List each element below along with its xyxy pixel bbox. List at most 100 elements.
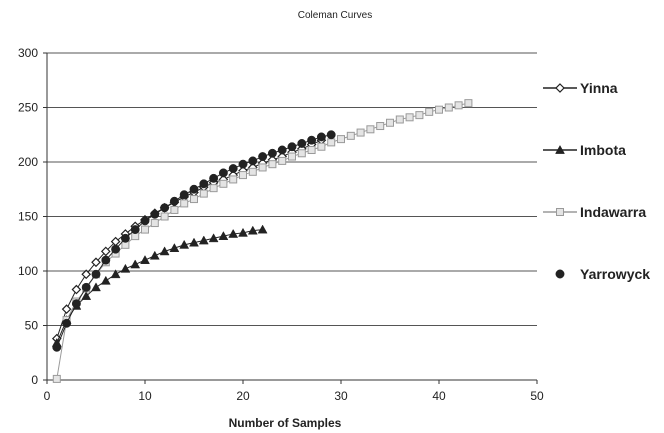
legend-item-yarrowyck: Yarrowyck [555,266,650,282]
data-point [228,228,239,238]
legend-marker [555,144,565,154]
data-point [189,184,199,194]
y-tick-label: 200 [18,155,38,169]
legend-item-imbota: Imbota [543,142,626,158]
chart-title: Coleman Curves [298,10,372,21]
data-point [258,152,268,162]
data-point [257,224,268,234]
x-tick-label: 40 [432,389,446,403]
x-tick-label: 20 [236,389,250,403]
series-imbota [51,224,268,347]
data-point [268,160,277,169]
data-point [405,113,414,122]
data-point [91,282,101,292]
series-line [56,229,263,344]
legend-label: Indawarra [580,204,646,220]
data-point [327,138,336,147]
data-point [110,269,121,279]
legend-marker [556,208,564,216]
legend-item-yinna: Yinna [543,80,618,96]
data-point [179,190,189,200]
series-yarrowyck [52,130,336,352]
data-point [464,99,473,108]
y-axis-ticks: 0 50 100 150 200 250 300 [18,46,47,387]
data-point [150,209,160,219]
data-point [208,233,219,243]
data-point [71,284,82,295]
data-point [258,163,267,172]
data-point [199,189,208,198]
data-point [81,291,92,300]
y-tick-label: 0 [31,373,38,387]
y-tick-label: 250 [18,101,38,115]
data-point [267,148,277,158]
data-point [228,164,238,173]
legend-marker [555,269,565,279]
x-axis-label: Number of Samples [229,416,342,430]
x-tick-label: 30 [334,389,348,403]
data-point [189,237,199,247]
data-point [81,282,91,292]
data-point [140,255,150,264]
data-point [198,235,209,245]
data-point [218,231,229,240]
data-point [356,128,365,137]
y-tick-label: 300 [18,46,38,60]
data-point [454,101,463,110]
data-point [141,225,149,234]
data-point [386,118,394,127]
data-point [179,239,190,249]
data-point [91,257,101,268]
data-point [376,122,385,131]
data-point [239,171,247,180]
data-point [288,152,296,161]
data-point [100,246,111,257]
legend-label: Imbota [580,142,626,158]
data-point [130,259,141,269]
data-point [415,111,424,120]
data-point [287,142,297,152]
x-tick-label: 10 [138,389,152,403]
data-point [326,130,336,140]
data-point [277,145,287,155]
data-point [366,125,375,134]
series-group [51,99,473,383]
data-point [199,179,209,189]
data-point [317,142,326,151]
data-point [169,196,179,206]
data-point [149,250,160,260]
data-point [307,146,316,155]
data-point [297,149,306,158]
data-point [120,233,130,243]
grid-lines [47,52,537,326]
data-point [169,243,180,252]
data-point [209,184,218,193]
y-tick-label: 100 [18,264,38,278]
legend-item-indawarra: Indawarra [543,204,646,220]
data-point [170,205,179,214]
data-point [346,131,355,140]
data-point [219,179,228,188]
data-point [62,318,72,328]
data-point [140,216,150,226]
series-indawarra [52,99,473,383]
data-point [248,156,258,166]
data-point [238,227,248,237]
data-point [248,167,257,176]
data-point [160,212,169,221]
data-point [160,203,170,213]
data-point [238,159,248,169]
x-axis-ticks: 0 10 20 30 40 50 [44,380,544,403]
data-point [229,175,238,184]
x-tick-label: 0 [44,389,51,403]
data-point [61,304,72,314]
data-point [425,107,434,116]
data-point [307,135,317,145]
data-point [81,269,92,280]
y-tick-label: 150 [18,210,38,224]
data-point [180,199,189,208]
y-tick-label: 50 [25,319,39,333]
data-point [209,173,219,183]
legend: Yinna Imbota Indawarra Yarrowyck [543,80,650,282]
